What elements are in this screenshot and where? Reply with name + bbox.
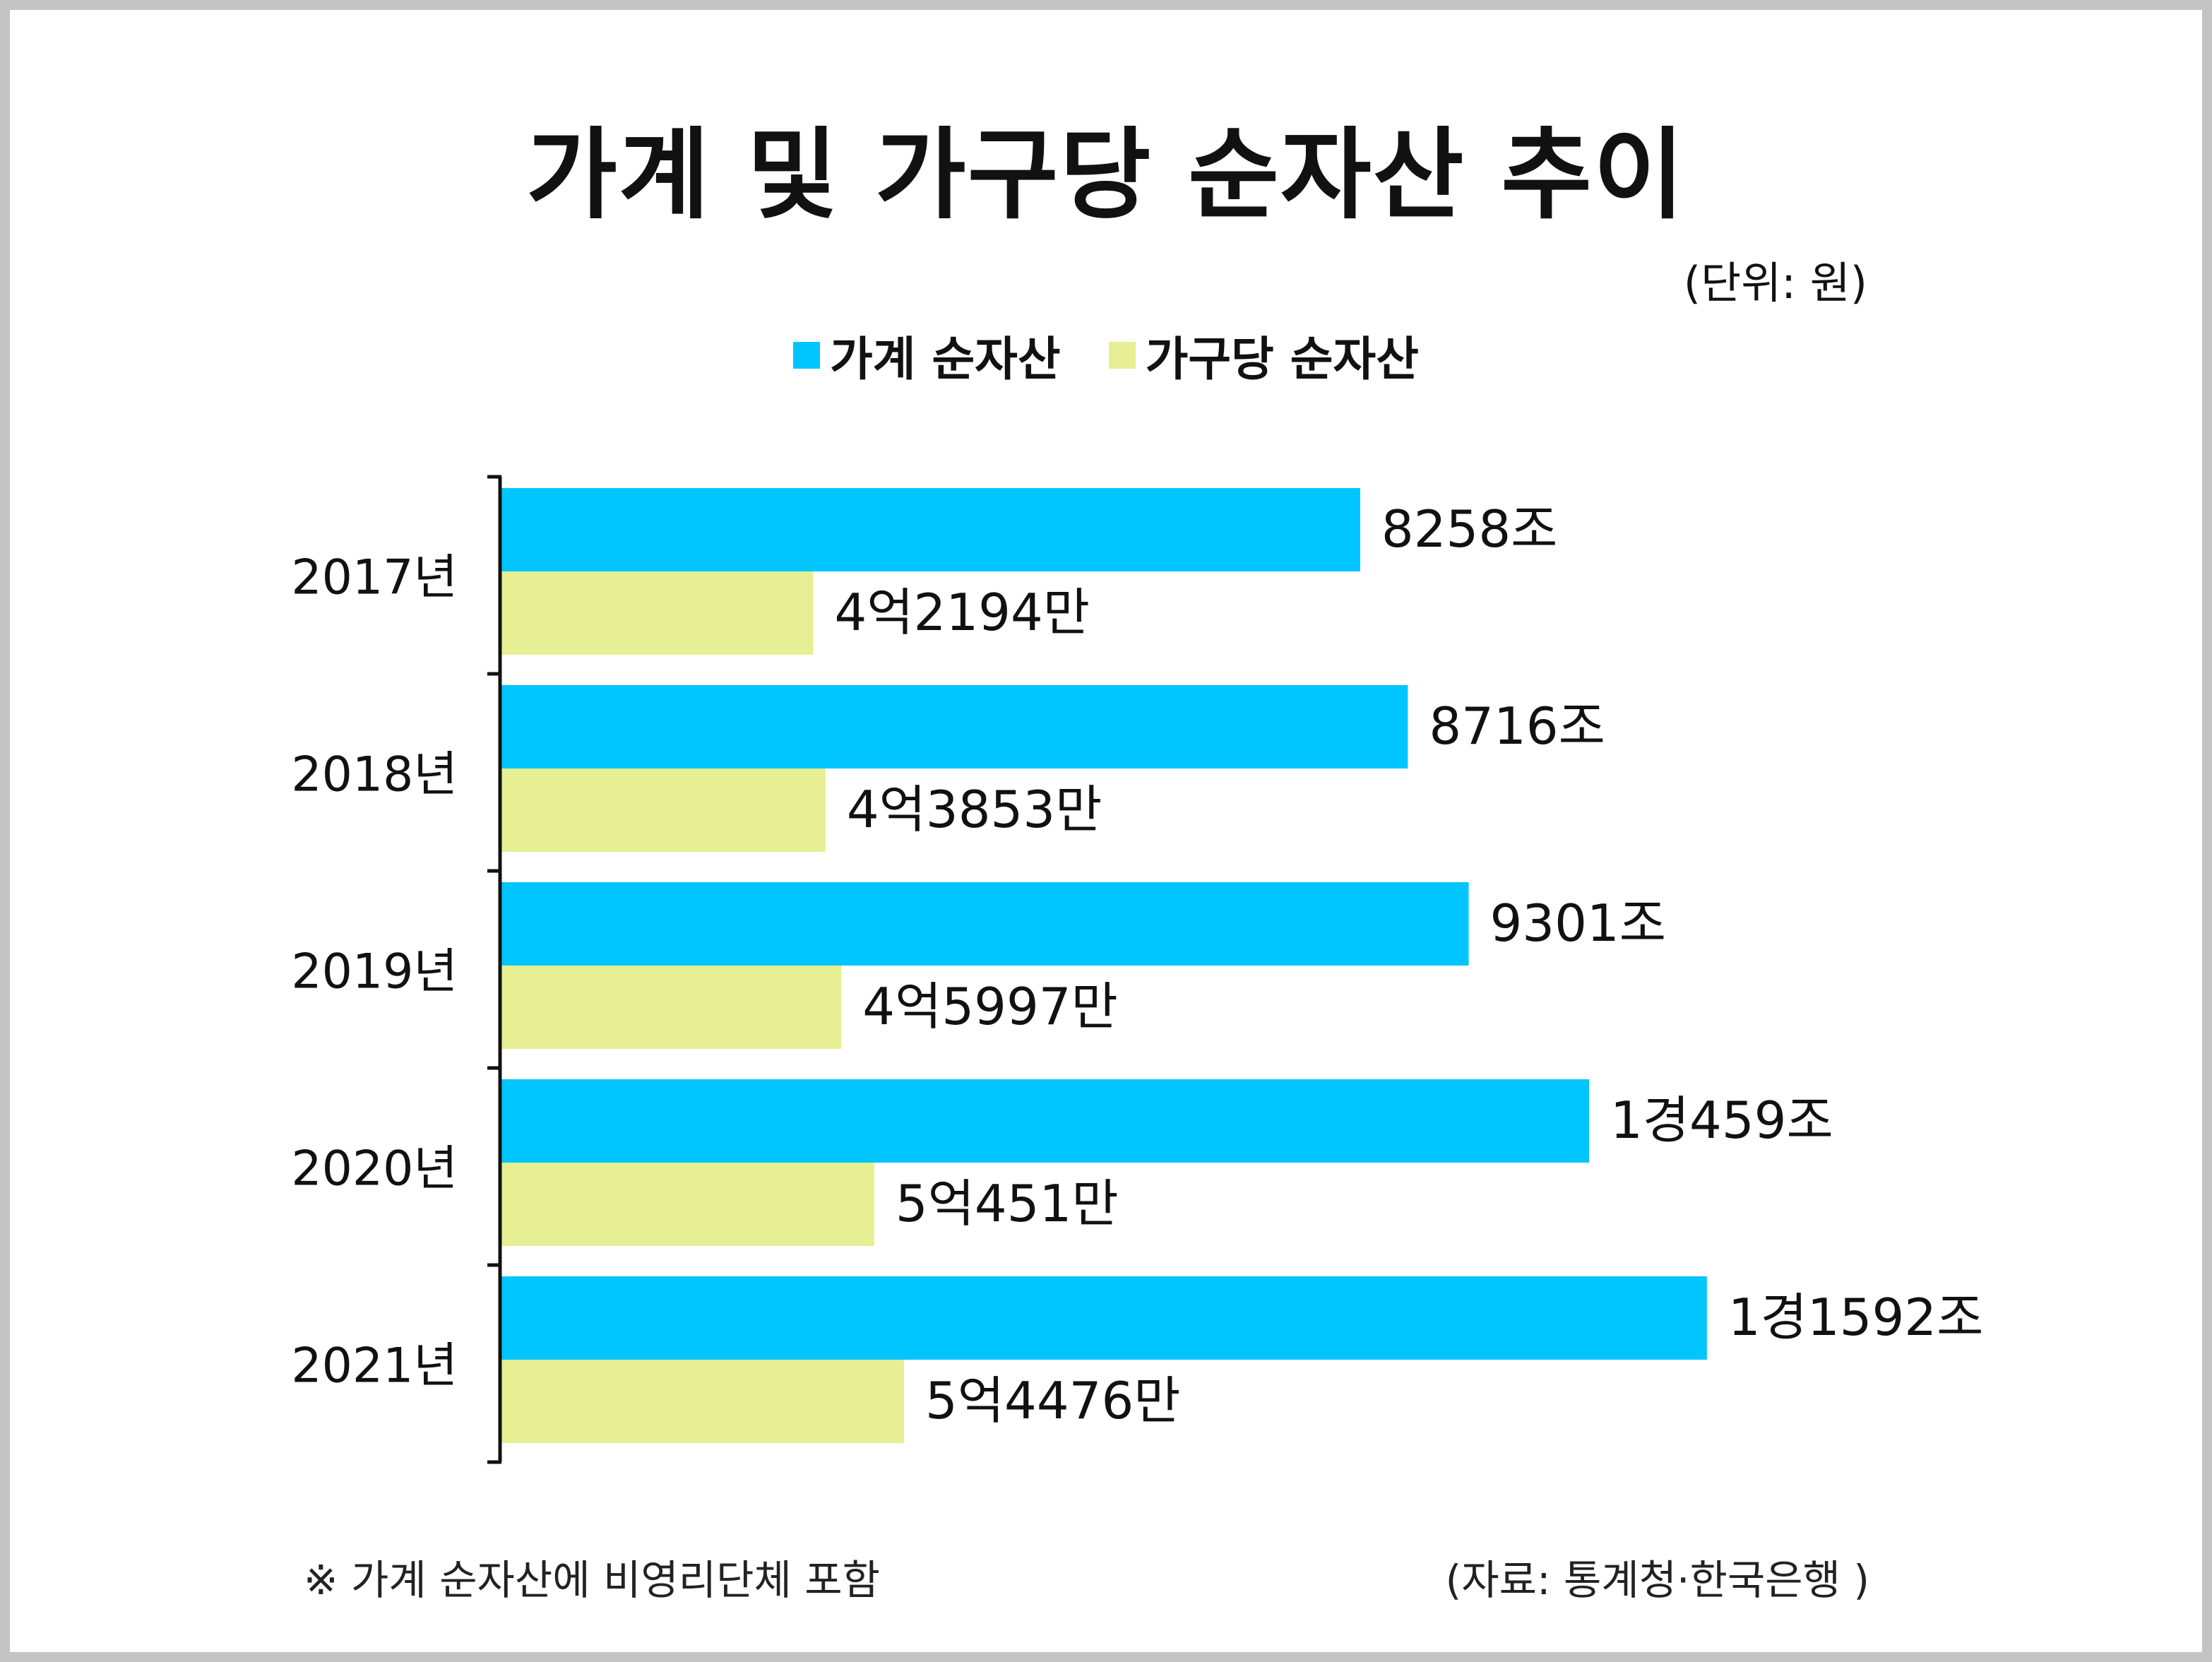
legend: 가계 순자산 가구당 순자산 [0,321,2212,389]
legend-label-per-household: 가구당 순자산 [1145,332,1419,386]
data-label: 1경1592조 [1728,1288,1984,1347]
bar-per-household [501,571,814,655]
category-label: 2019년 [291,944,458,1000]
legend-item-household: 가계 순자산 [793,321,1061,389]
data-label: 4억2194만 [834,583,1090,642]
bar-per-household [501,768,826,852]
category-label: 2018년 [291,747,458,803]
legend-swatch-household [793,342,821,369]
data-label: 1경459조 [1610,1091,1833,1150]
bar-per-household [501,966,842,1049]
legend-label-household: 가계 순자산 [830,332,1061,386]
data-label: 4억3853만 [847,780,1102,839]
source-note: (자료: 통계청·한국은행 ) [1445,1556,1869,1604]
data-label: 5억451만 [896,1174,1119,1233]
data-label: 8258조 [1381,499,1557,559]
data-label: 5억4476만 [925,1371,1181,1430]
legend-swatch-per-household [1108,342,1136,369]
bar-per-household [501,1360,904,1443]
bar-household [501,1276,1707,1360]
chart-title: 가계 및 가구당 순자산 추이 [526,118,1686,233]
bar-household [501,488,1360,571]
footnote: ※ 가계 순자산에 비영리단체 포함 [304,1556,881,1604]
bar-household [501,882,1469,966]
category-label: 2020년 [291,1141,458,1197]
data-label: 9301조 [1489,894,1665,953]
category-label: 2017년 [291,550,458,606]
bar-per-household [501,1163,874,1246]
category-label: 2021년 [291,1338,458,1394]
data-label: 8716조 [1429,696,1605,756]
bar-household [501,685,1408,768]
legend-item-per-household: 가구당 순자산 [1108,321,1419,389]
data-label: 4억5997만 [862,977,1118,1036]
unit-label: (단위: 원) [1683,257,1867,309]
bar-household [501,1079,1589,1163]
